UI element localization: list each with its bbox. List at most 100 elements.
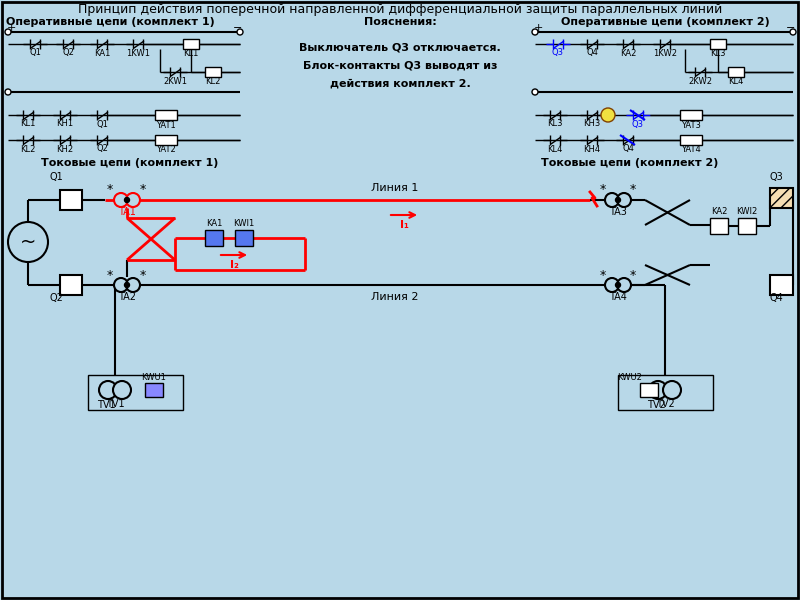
Circle shape: [114, 278, 128, 292]
Text: ~: ~: [20, 232, 36, 251]
Circle shape: [114, 193, 128, 207]
Text: KL3: KL3: [547, 119, 562, 128]
Text: I₁: I₁: [399, 220, 409, 230]
Text: *: *: [600, 269, 606, 281]
Text: 1KW1: 1KW1: [126, 49, 150, 58]
Circle shape: [663, 381, 681, 399]
Text: Q3: Q3: [632, 119, 644, 128]
Circle shape: [113, 381, 131, 399]
Text: I₂: I₂: [230, 260, 238, 270]
Bar: [770, 188, 793, 208]
Text: KL1: KL1: [20, 119, 36, 128]
Circle shape: [601, 108, 615, 122]
Text: KL4: KL4: [547, 145, 562, 154]
Circle shape: [617, 193, 631, 207]
Bar: [710, 218, 728, 234]
Text: TA3: TA3: [609, 207, 627, 217]
Bar: [155, 135, 177, 145]
Text: Принцип действия поперечной направленной дифференциальной защиты параллельных ли: Принцип действия поперечной направленной…: [78, 2, 722, 16]
Bar: [205, 230, 223, 246]
Text: Линия 1: Линия 1: [371, 183, 418, 193]
Bar: [60, 190, 82, 210]
Circle shape: [615, 283, 621, 287]
Text: Блок-контакты Q3 выводят из: Блок-контакты Q3 выводят из: [302, 61, 498, 71]
Text: TV2: TV2: [646, 400, 666, 410]
Text: KL2: KL2: [20, 145, 36, 154]
Text: Q2: Q2: [62, 49, 74, 58]
Text: KH4: KH4: [583, 145, 601, 154]
Bar: [60, 275, 82, 295]
Text: Токовые цепи (комплект 2): Токовые цепи (комплект 2): [542, 158, 718, 168]
Text: *: *: [140, 184, 146, 196]
Text: KL3: KL3: [710, 49, 726, 58]
Text: *: *: [600, 184, 606, 196]
Circle shape: [237, 29, 243, 35]
Text: YAT2: YAT2: [156, 145, 176, 154]
Circle shape: [617, 278, 631, 292]
Text: *: *: [140, 269, 146, 281]
Text: +: +: [6, 23, 16, 33]
Text: YAT1: YAT1: [156, 121, 176, 130]
Text: TV1: TV1: [106, 399, 124, 409]
Text: Q4: Q4: [586, 49, 598, 58]
Text: действия комплект 2.: действия комплект 2.: [330, 79, 470, 89]
Circle shape: [5, 89, 11, 95]
Text: KL1: KL1: [183, 49, 198, 58]
Text: 1KW2: 1KW2: [653, 49, 677, 58]
Circle shape: [532, 89, 538, 95]
Text: KL2: KL2: [206, 77, 221, 86]
Text: KWU2: KWU2: [618, 373, 642, 382]
Text: TV1: TV1: [97, 400, 115, 410]
Bar: [680, 135, 702, 145]
Bar: [738, 218, 756, 234]
Bar: [235, 230, 253, 246]
Text: Q3: Q3: [552, 49, 564, 58]
Text: −: −: [786, 23, 796, 33]
Circle shape: [126, 193, 140, 207]
Text: Q1: Q1: [29, 49, 41, 58]
Text: KWI1: KWI1: [234, 220, 254, 229]
Bar: [205, 67, 221, 77]
Text: YAT3: YAT3: [681, 121, 701, 130]
Circle shape: [125, 197, 130, 202]
Text: TA2: TA2: [118, 292, 136, 302]
Text: KA2: KA2: [620, 49, 636, 58]
Circle shape: [605, 193, 619, 207]
Bar: [728, 67, 744, 77]
Circle shape: [125, 283, 130, 287]
Bar: [183, 39, 199, 49]
Text: Оперативные цепи (комплект 1): Оперативные цепи (комплект 1): [6, 17, 214, 27]
Text: Пояснения:: Пояснения:: [364, 17, 436, 27]
Text: TA1: TA1: [118, 207, 136, 217]
Text: Q1: Q1: [96, 119, 108, 128]
Bar: [88, 375, 183, 410]
Text: KH2: KH2: [57, 145, 74, 154]
Text: Q4: Q4: [770, 293, 784, 303]
Text: Оперативные цепи (комплект 2): Оперативные цепи (комплект 2): [561, 17, 770, 27]
Bar: [680, 110, 702, 120]
Text: KWU1: KWU1: [142, 373, 166, 382]
Text: Выключатель Q3 отключается.: Выключатель Q3 отключается.: [299, 43, 501, 53]
Bar: [618, 375, 713, 410]
Text: KWI2: KWI2: [736, 208, 758, 217]
Bar: [640, 383, 658, 397]
Circle shape: [8, 222, 48, 262]
Text: KH3: KH3: [583, 119, 601, 128]
Text: 2KW2: 2KW2: [688, 76, 712, 85]
Text: 2KW1: 2KW1: [163, 76, 187, 85]
Circle shape: [790, 29, 796, 35]
Text: KL4: KL4: [728, 77, 744, 86]
Text: KA1: KA1: [94, 49, 110, 58]
Circle shape: [5, 29, 11, 35]
Text: +: +: [534, 23, 542, 33]
Text: Q2: Q2: [49, 293, 63, 303]
Circle shape: [532, 29, 538, 35]
Text: −: −: [234, 23, 242, 33]
Text: YAT4: YAT4: [681, 145, 701, 154]
Circle shape: [126, 278, 140, 292]
Text: KH1: KH1: [57, 119, 74, 128]
Text: *: *: [107, 269, 113, 281]
Text: Линия 2: Линия 2: [371, 292, 418, 302]
Bar: [710, 39, 726, 49]
Circle shape: [615, 197, 621, 202]
